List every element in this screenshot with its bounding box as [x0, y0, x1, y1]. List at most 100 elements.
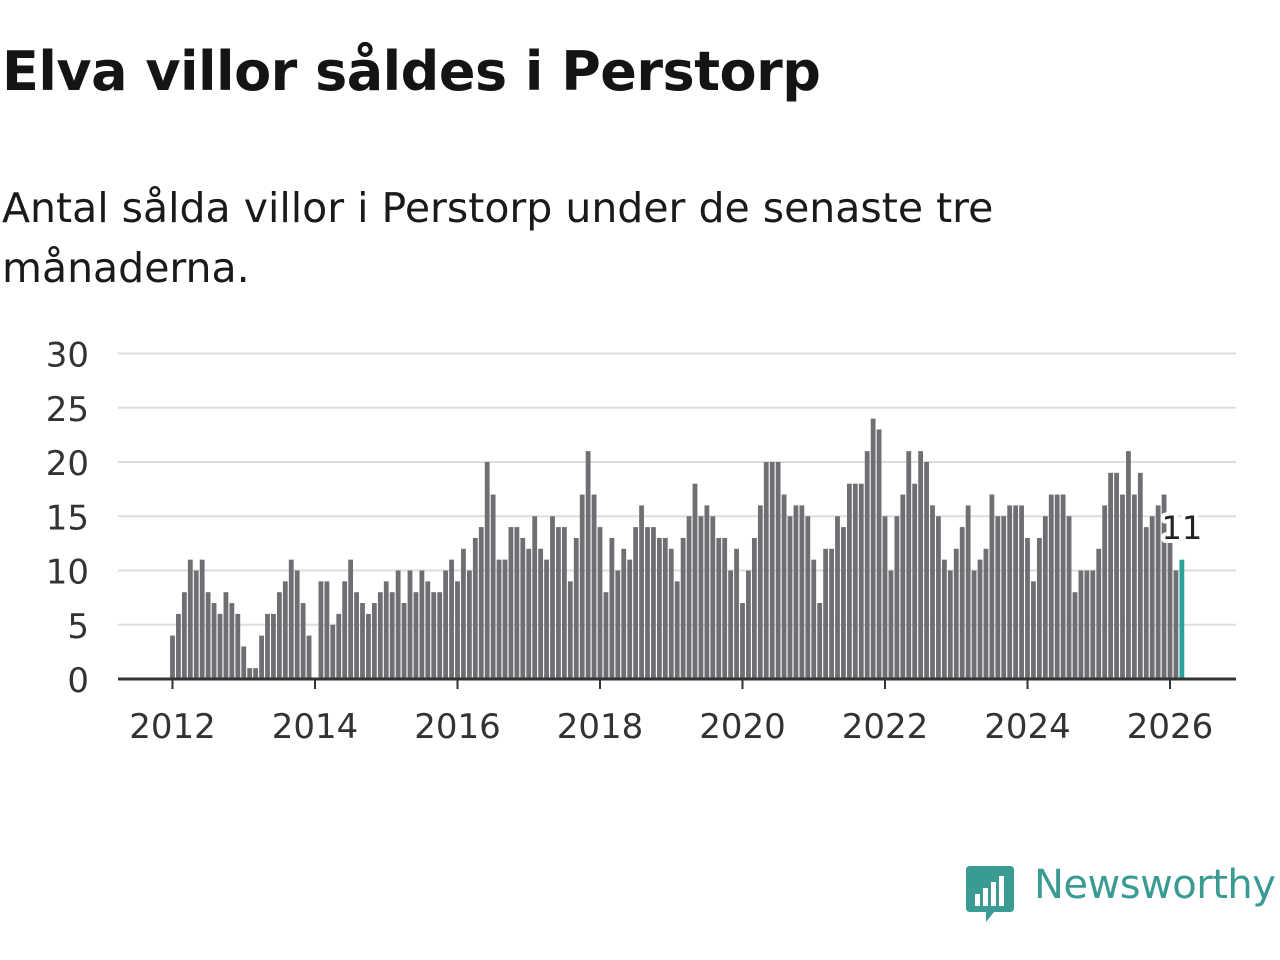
- bar: [176, 613, 181, 679]
- chart-subtitle: Antal sålda villor i Perstorp under de s…: [2, 184, 994, 292]
- bar: [811, 559, 817, 679]
- bar: [716, 537, 722, 679]
- x-tick-label: 2020: [699, 707, 786, 747]
- bars: [170, 418, 1185, 679]
- bar: [645, 527, 650, 679]
- bar: [348, 559, 354, 679]
- bar: [1155, 505, 1161, 679]
- bar-chart: 0 5 10 15 20 25 30 2012 2014 2016 2018 2020 2022 202…: [46, 336, 1236, 747]
- bar: [1137, 472, 1143, 679]
- bar: [775, 462, 781, 679]
- bar: [247, 668, 253, 679]
- bar: [757, 505, 763, 679]
- bar: [704, 505, 710, 679]
- bar: [217, 613, 223, 679]
- bar: [556, 527, 561, 679]
- bar-highlight: [1179, 559, 1185, 679]
- bar: [751, 537, 757, 679]
- bar: [300, 603, 306, 679]
- y-tick-label: 15: [46, 498, 89, 538]
- bar: [906, 451, 912, 679]
- bar: [401, 603, 407, 679]
- bar: [651, 527, 656, 679]
- bar: [817, 603, 823, 679]
- bar: [995, 516, 1001, 679]
- bar: [1066, 516, 1072, 679]
- bar: [924, 462, 929, 679]
- bar: [609, 537, 615, 679]
- bar: [360, 603, 365, 679]
- bar: [1019, 505, 1024, 679]
- bar: [288, 559, 294, 679]
- bar: [746, 570, 751, 679]
- bar: [466, 570, 472, 679]
- bar: [662, 537, 668, 679]
- y-tick-label: 25: [46, 390, 89, 430]
- bar: [728, 570, 734, 679]
- bar: [419, 570, 425, 679]
- bar: [199, 559, 205, 679]
- y-tick-label: 10: [46, 553, 89, 593]
- bar: [1054, 494, 1060, 679]
- newsworthy-logo-text: Newsworthy: [1034, 862, 1276, 908]
- bar: [621, 548, 627, 679]
- highlight-value-label: 11: [1162, 509, 1203, 547]
- bar: [864, 451, 870, 679]
- y-tick-label: 30: [46, 336, 89, 376]
- x-tick-label: 2026: [1127, 707, 1214, 747]
- bar: [947, 570, 953, 679]
- y-axis: 0 5 10 15 20 25 30: [46, 336, 89, 702]
- bar: [870, 418, 876, 679]
- bar: [1149, 516, 1155, 679]
- bar: [918, 451, 924, 679]
- bar: [1013, 505, 1019, 679]
- bar: [425, 581, 431, 679]
- bar: [799, 505, 805, 679]
- bar: [1173, 570, 1179, 679]
- bar: [1161, 494, 1167, 679]
- bar: [443, 570, 449, 679]
- bar: [888, 570, 894, 679]
- bar: [805, 516, 811, 679]
- bar: [787, 516, 793, 679]
- bar: [674, 581, 680, 679]
- bar: [989, 494, 995, 679]
- bar: [1048, 494, 1054, 679]
- bar: [318, 581, 324, 679]
- bar: [633, 527, 639, 679]
- bar: [965, 505, 971, 679]
- y-tick-label: 0: [67, 661, 89, 701]
- y-tick-label: 20: [46, 444, 89, 484]
- bar: [181, 592, 187, 679]
- bar: [544, 559, 549, 679]
- bar: [603, 592, 609, 679]
- x-tick-label: 2022: [842, 707, 929, 747]
- bar: [734, 548, 739, 679]
- bar: [740, 603, 745, 679]
- bar: [193, 570, 199, 679]
- bar: [1143, 527, 1149, 679]
- bar: [1007, 505, 1013, 679]
- bar: [413, 592, 419, 679]
- bar: [449, 559, 454, 679]
- newsworthy-logo: Newsworthy: [964, 862, 1276, 928]
- bar: [271, 613, 276, 679]
- bar: [259, 635, 264, 679]
- bar: [276, 592, 282, 679]
- bar: [437, 592, 443, 679]
- bar: [763, 462, 769, 679]
- bar: [1025, 537, 1030, 679]
- bar: [977, 559, 983, 679]
- bar: [668, 548, 674, 679]
- bar: [686, 516, 692, 679]
- bar: [294, 570, 300, 679]
- bar: [532, 516, 538, 679]
- bar: [781, 494, 787, 679]
- annotation: 11: [1158, 505, 1207, 551]
- y-tick-label: 5: [67, 607, 89, 647]
- bar: [1042, 516, 1048, 679]
- x-tick-label: 2018: [557, 707, 644, 747]
- bar: [1060, 494, 1066, 679]
- bar: [858, 483, 864, 679]
- bar: [894, 516, 900, 679]
